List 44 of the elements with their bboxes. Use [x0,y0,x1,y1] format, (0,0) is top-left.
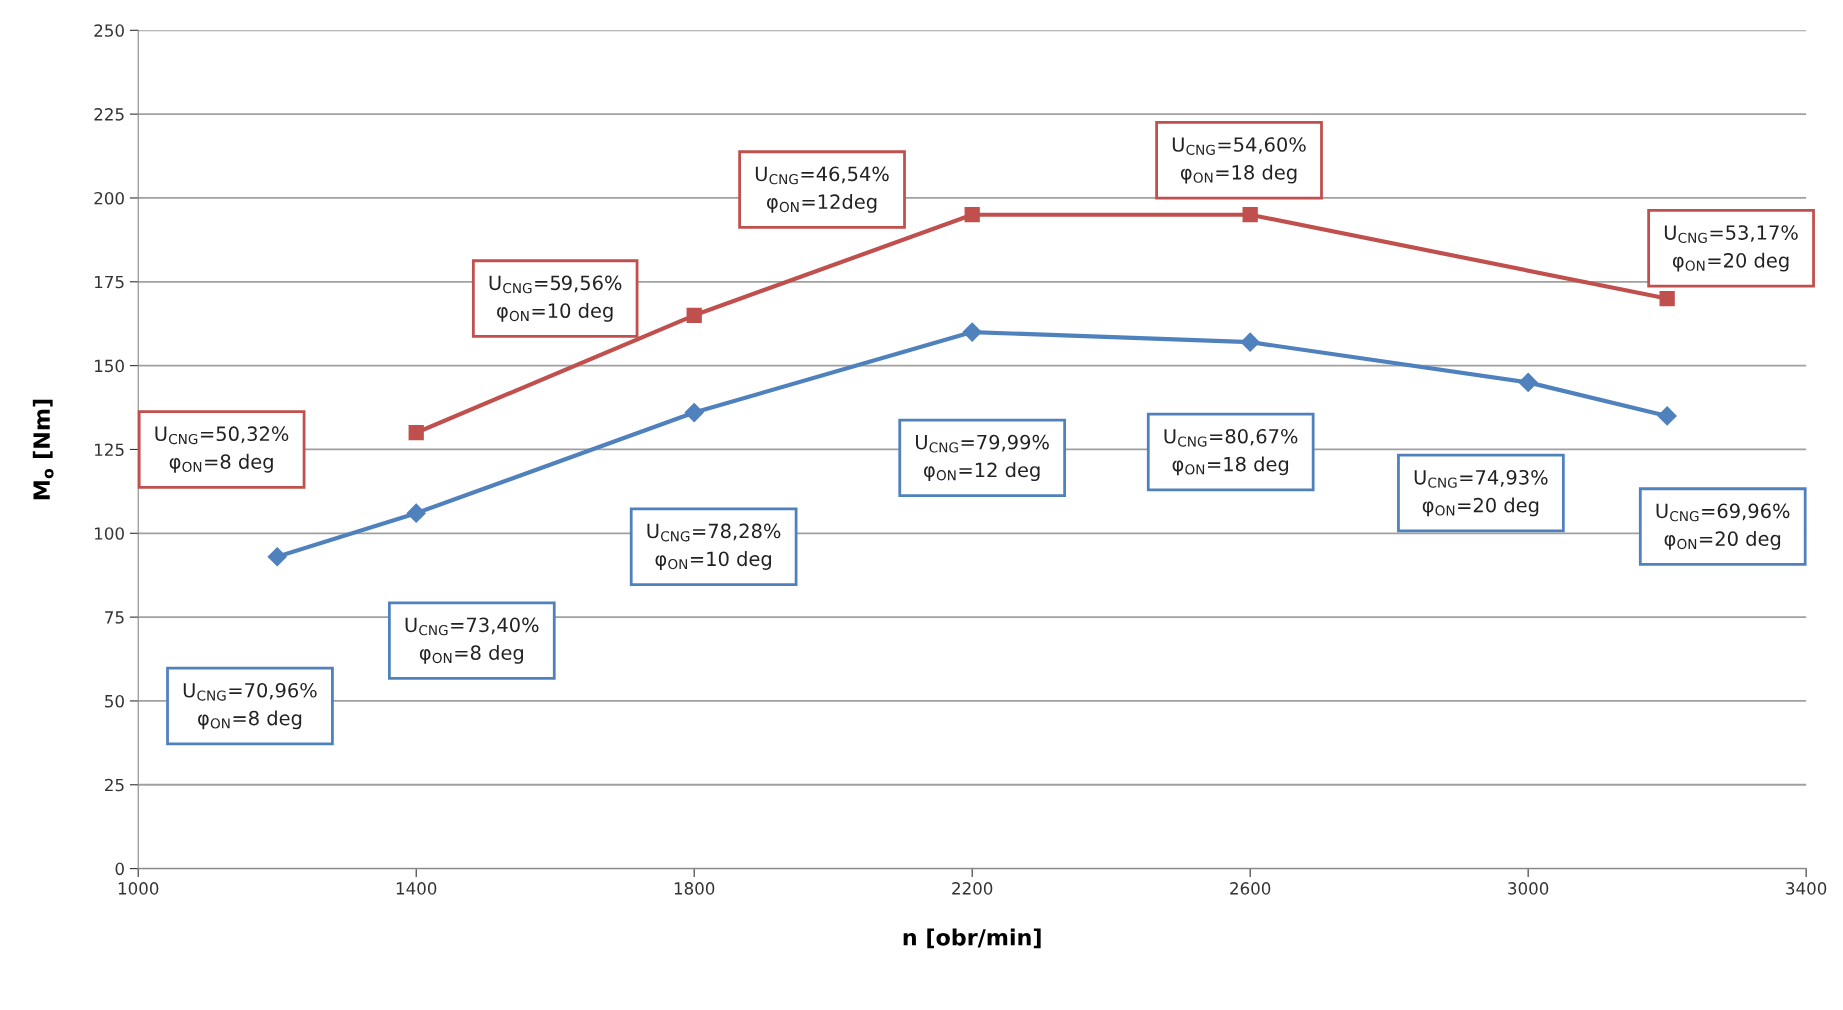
point [267,547,287,567]
point [1240,332,1260,352]
x-tick-label: 3400 [1786,882,1827,895]
y-tick-label: 25 [105,778,124,792]
point [406,503,426,523]
text: U$_{CNG}$=78,28% φ$_{ON}$=10 deg [647,523,781,570]
text: U$_{CNG}$=46,54% φ$_{ON}$=12deg [755,166,889,213]
x-tick-label: 2200 [952,882,993,895]
x-axis-title: n [obr/min] [903,928,1041,949]
x-tick-label: 1400 [396,882,437,895]
text: U$_{CNG}$=79,99% φ$_{ON}$=12 deg [916,434,1049,482]
point [686,307,702,323]
point [1659,290,1675,307]
text: U$_{CNG}$=53,17% φ$_{ON}$=20 deg [1664,225,1798,272]
point [962,322,982,342]
y-tick-label: 100 [95,527,124,540]
point [684,403,704,423]
x-tick-label: 2600 [1230,882,1271,895]
point [1657,406,1677,426]
y-tick-label: 200 [94,191,124,205]
text: U$_{CNG}$=74,93% φ$_{ON}$=20 deg [1414,469,1548,517]
text: U$_{CNG}$=59,56% φ$_{ON}$=10 deg [489,275,622,322]
y-tick-label: 50 [105,694,124,708]
text: U$_{CNG}$=54,60% φ$_{ON}$=18 deg [1172,137,1306,184]
y-tick-label: 175 [95,275,124,289]
point [1242,207,1258,223]
y-axis-title: M$_{o}$ [Nm] [32,399,54,500]
x-tick-label: 1800 [674,882,715,895]
y-tick-label: 0 [115,862,124,876]
text: U$_{CNG}$=73,40% φ$_{ON}$=8 deg [405,617,539,664]
text: U$_{CNG}$=70,96% φ$_{ON}$=8 deg [183,682,317,730]
text: U$_{CNG}$=80,67% φ$_{ON}$=18 deg [1164,428,1298,476]
y-tick-label: 75 [105,611,124,624]
x-tick-label: 1000 [118,882,159,895]
y-tick-label: 150 [95,359,124,373]
point [964,207,980,223]
text: U$_{CNG}$=69,96% φ$_{ON}$=20 deg [1656,503,1790,550]
y-tick-label: 225 [94,108,124,121]
y-tick-label: 250 [94,24,124,37]
x-tick-label: 3000 [1508,882,1549,895]
point [1518,372,1538,392]
point [408,425,424,441]
y-tick-label: 125 [95,443,124,457]
text: U$_{CNG}$=50,32% φ$_{ON}$=8 deg [155,426,289,473]
